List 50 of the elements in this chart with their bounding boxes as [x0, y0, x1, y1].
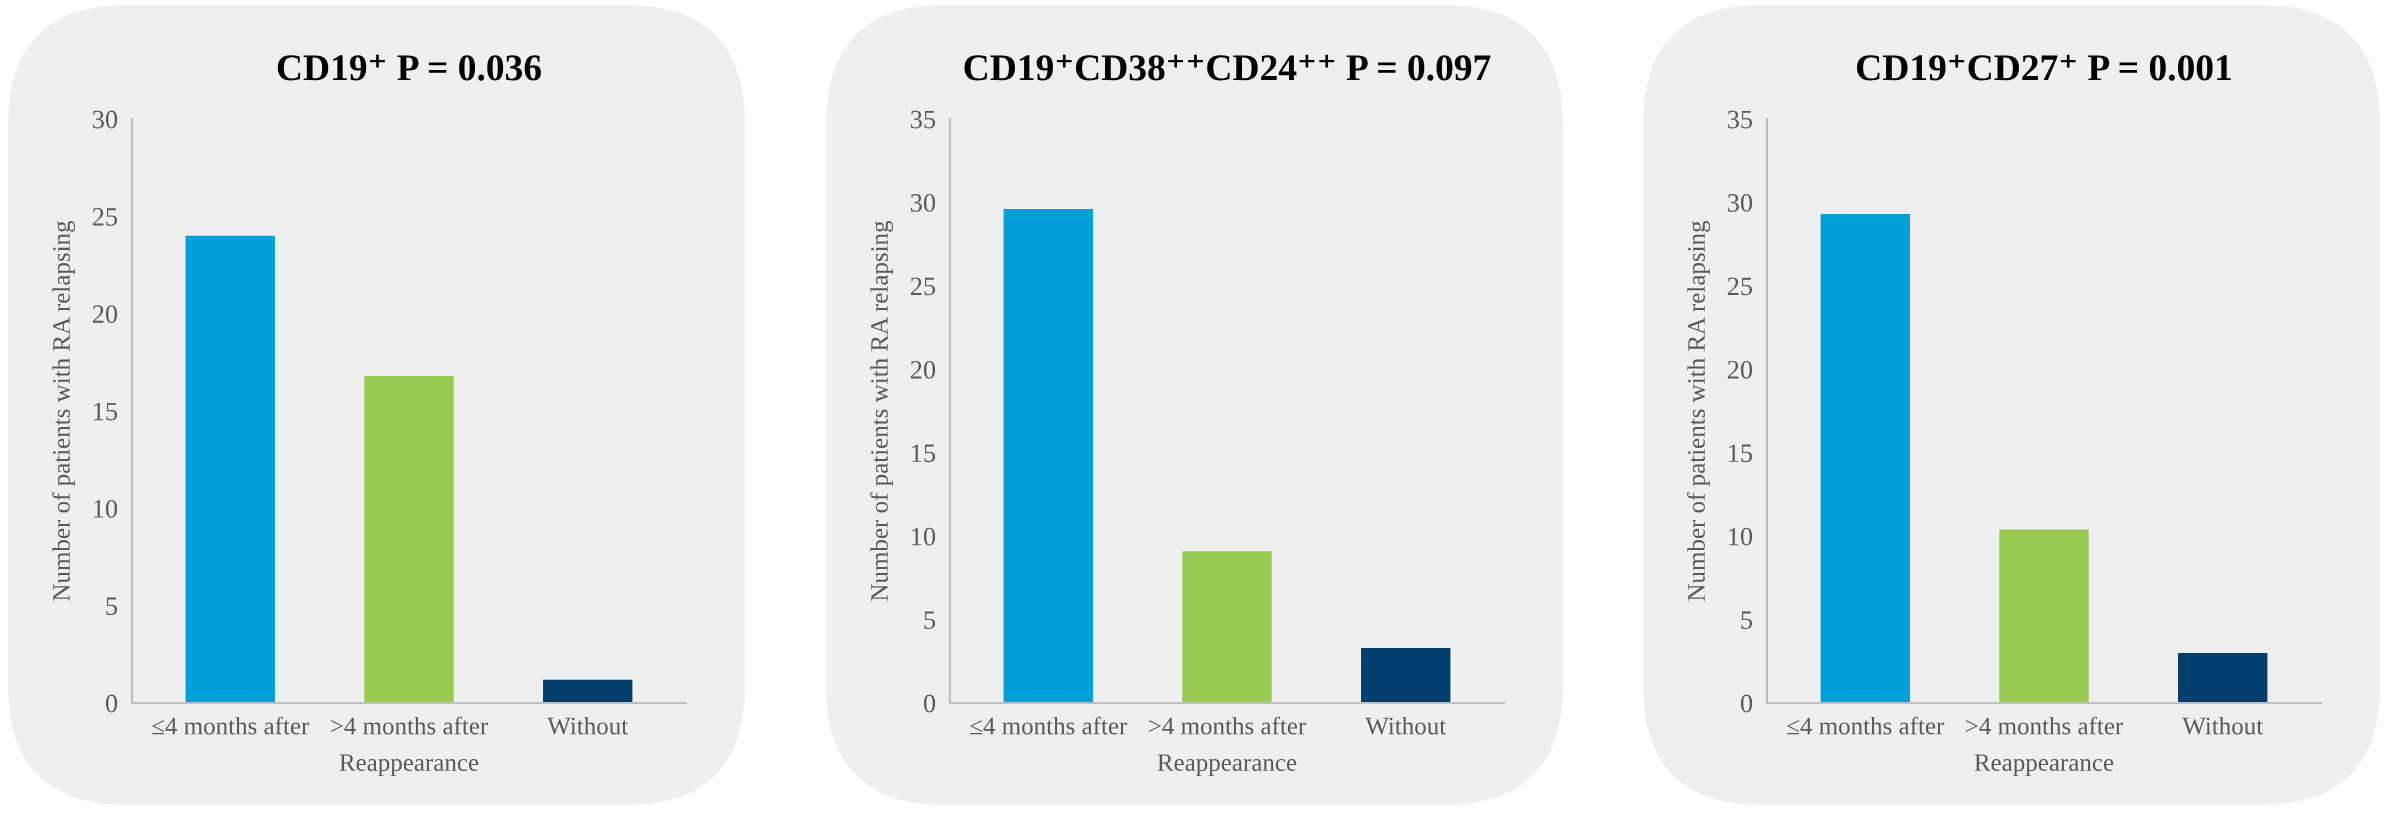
y-axis-title: Number of patients with RA relapsing — [52, 220, 76, 601]
chart-title: CD19⁺ P = 0.036 — [277, 54, 541, 81]
chart-title: CD19⁺CD27⁺ P = 0.001 — [1857, 54, 2231, 81]
y-tick-label: 10 — [912, 527, 936, 546]
bar — [543, 679, 633, 703]
y-tick-label: 0 — [1740, 694, 1753, 713]
y-tick-label: 5 — [1741, 611, 1753, 629]
chart-title: CD19⁺CD38⁺⁺CD24⁺⁺ P = 0.097 — [964, 54, 1491, 81]
x-tick-label: ≤4 months after — [970, 716, 1128, 735]
y-tick-label: 25 — [1727, 277, 1753, 296]
y-tick-label: 10 — [1729, 527, 1753, 546]
y-tick-label: 30 — [1727, 194, 1753, 212]
y-tick-label: 20 — [910, 360, 936, 379]
x-tick-label: Without — [1365, 716, 1447, 735]
x-axis-title: Reappearance — [1157, 754, 1297, 777]
x-tick-label: >4 months after — [1966, 716, 2124, 735]
x-axis-title: Reappearance — [339, 754, 479, 777]
x-tick-label: Without — [547, 716, 629, 735]
y-tick-label: 35 — [910, 110, 936, 129]
y-axis-title: Number of patients with RA relapsing — [1687, 220, 1711, 601]
x-axis-title: Reappearance — [1974, 754, 2114, 777]
y-tick-label: 25 — [92, 208, 118, 226]
x-tick-label: ≤4 months after — [152, 716, 310, 735]
y-tick-label: 15 — [912, 444, 936, 463]
y-tick-label: 10 — [94, 499, 118, 518]
y-tick-label: 0 — [923, 694, 936, 713]
y-tick-label: 20 — [1727, 360, 1753, 379]
y-tick-label: 0 — [105, 694, 118, 713]
y-tick-label: 15 — [94, 402, 118, 421]
bar — [364, 375, 454, 703]
y-tick-label: 15 — [1729, 444, 1753, 463]
y-tick-label: 35 — [1727, 110, 1753, 129]
y-axis-title: Number of patients with RA relapsing — [870, 220, 894, 601]
y-tick-label: 30 — [910, 194, 936, 212]
x-tick-label: >4 months after — [331, 716, 489, 735]
bar — [185, 235, 275, 703]
bar — [1820, 214, 1910, 703]
y-tick-label: 30 — [92, 110, 118, 129]
bar — [1361, 647, 1451, 703]
y-tick-label: 25 — [910, 277, 936, 296]
y-tick-label: 5 — [106, 597, 118, 616]
bar — [1182, 551, 1272, 703]
x-tick-label: Without — [2182, 716, 2264, 735]
x-tick-label: >4 months after — [1149, 716, 1307, 735]
y-tick-label: 5 — [924, 611, 936, 629]
bar — [1003, 209, 1093, 703]
bar — [1999, 529, 2089, 703]
y-tick-label: 20 — [92, 305, 118, 324]
bar — [2178, 652, 2268, 703]
x-tick-label: ≤4 months after — [1787, 716, 1945, 735]
